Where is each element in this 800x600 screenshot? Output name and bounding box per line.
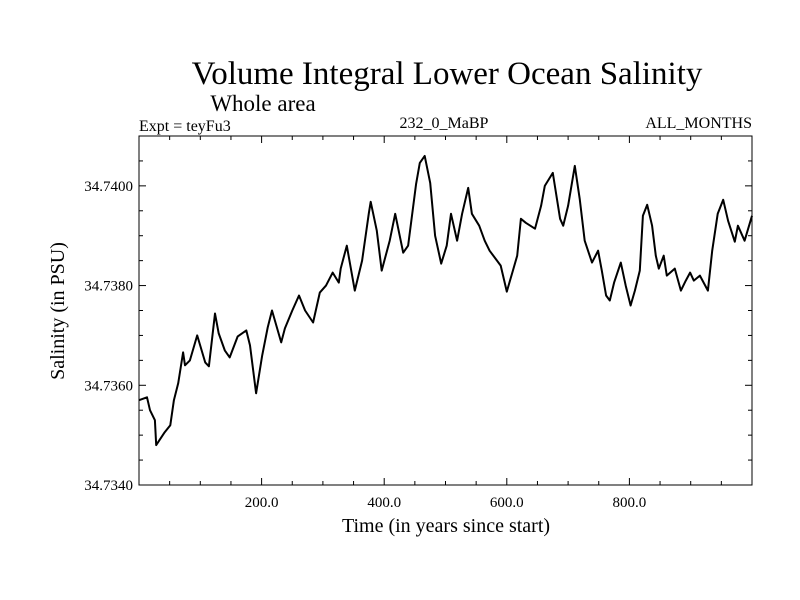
y-tick-label: 34.7400 [84, 179, 133, 195]
annotation-experiment: Expt = teyFu3 [139, 118, 231, 135]
y-tick-label: 34.7340 [84, 478, 133, 494]
x-tick-label: 400.0 [367, 495, 401, 511]
chart-title: Volume Integral Lower Ocean Salinity [192, 56, 703, 92]
y-axis-label: Salinity (in PSU) [47, 242, 69, 380]
x-tick-label: 200.0 [245, 495, 279, 511]
annotation-period: 232_0_MaBP [400, 115, 489, 132]
axes: 200.0 400.0 600.0 800.0 34.7340 34.7360 34.738… [84, 136, 752, 511]
plot-frame [138, 135, 753, 486]
series-line-salinity [138, 154, 753, 447]
series-group [138, 154, 753, 447]
chart-subtitle: Whole area [210, 91, 315, 116]
y-tick-label: 34.7360 [84, 378, 133, 394]
y-tick-label: 34.7380 [84, 279, 133, 295]
x-tick-label: 600.0 [490, 495, 524, 511]
x-axis-label: Time (in years since start) [342, 515, 550, 537]
annotation-months: ALL_MONTHS [645, 115, 752, 132]
x-tick-label: 800.0 [613, 495, 647, 511]
